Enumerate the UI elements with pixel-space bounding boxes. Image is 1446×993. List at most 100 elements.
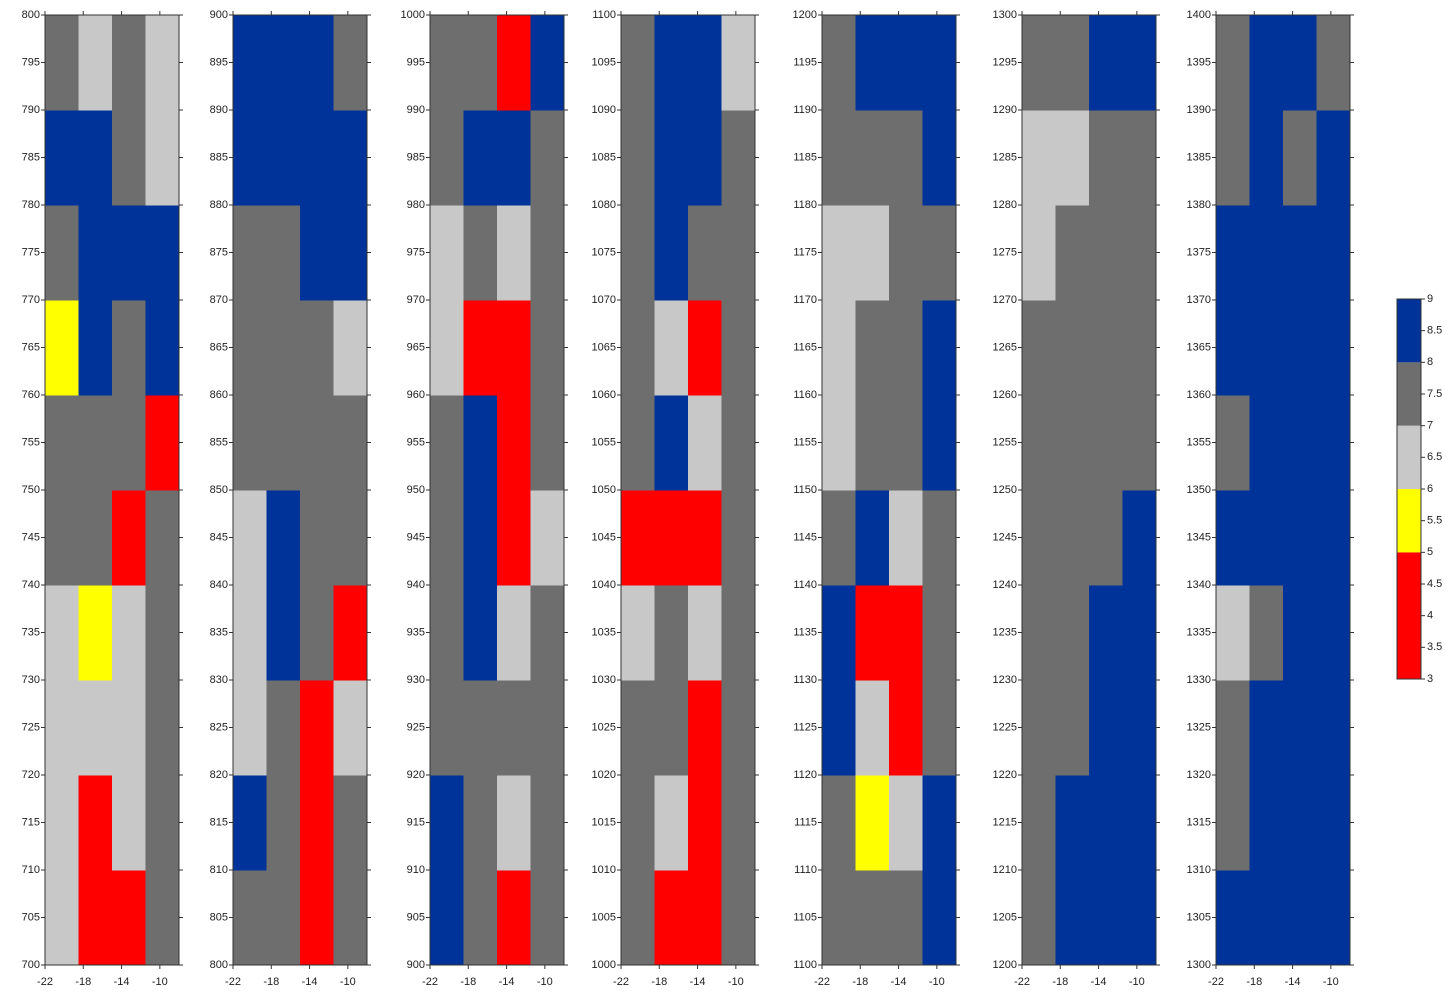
contour-cell xyxy=(531,775,565,871)
x-tick-label: -18 xyxy=(852,976,868,988)
contour-cell xyxy=(923,300,957,396)
y-tick-label: 1330 xyxy=(1187,674,1211,686)
contour-cell xyxy=(1022,585,1056,681)
y-tick-label: 1190 xyxy=(793,104,817,116)
contour-cell xyxy=(1056,300,1090,396)
x-tick-label: -10 xyxy=(340,976,356,988)
contour-cell xyxy=(1022,680,1056,776)
contour-cell xyxy=(1089,300,1123,396)
contour-cell xyxy=(497,300,531,396)
contour-cell xyxy=(146,205,180,301)
contour-cell xyxy=(1317,300,1351,396)
y-tick-label: 1100 xyxy=(592,9,616,21)
y-tick-label: 1390 xyxy=(1187,104,1211,116)
y-tick-label: 1110 xyxy=(794,864,817,876)
y-tick-label: 725 xyxy=(22,721,40,733)
contour-cell xyxy=(430,490,464,586)
contour-cell xyxy=(1056,110,1090,206)
y-tick-label: 1000 xyxy=(401,9,425,21)
contour-cell xyxy=(1216,205,1250,301)
x-tick-label: -14 xyxy=(1285,976,1301,988)
contour-cell xyxy=(722,775,756,871)
contour-cell xyxy=(688,870,722,966)
x-tick-label: -22 xyxy=(1208,976,1224,988)
y-tick-label: 1095 xyxy=(592,56,616,68)
contour-cell xyxy=(1089,15,1123,111)
contour-cell xyxy=(497,870,531,966)
y-tick-label: 1255 xyxy=(993,436,1017,448)
contour-cell xyxy=(1216,585,1250,681)
contour-cell xyxy=(300,680,334,776)
contour-cell xyxy=(267,490,301,586)
y-tick-label: 1135 xyxy=(793,626,817,638)
y-tick-label: 1145 xyxy=(793,531,817,543)
y-tick-label: 1100 xyxy=(793,959,817,971)
contour-cell xyxy=(1283,110,1317,206)
contour-cell xyxy=(889,870,923,966)
contour-cell xyxy=(1250,775,1284,871)
contour-cell xyxy=(1056,680,1090,776)
contour-cell xyxy=(923,775,957,871)
contour-cell xyxy=(856,110,890,206)
contour-cell xyxy=(621,15,655,111)
contour-cell xyxy=(1022,490,1056,586)
y-tick-label: 1015 xyxy=(592,816,616,828)
contour-cell xyxy=(923,490,957,586)
contour-cell xyxy=(497,680,531,776)
y-tick-label: 795 xyxy=(22,56,40,68)
y-tick-label: 1025 xyxy=(592,721,616,733)
x-tick-label: -22 xyxy=(814,976,830,988)
contour-cell xyxy=(45,680,79,776)
y-tick-label: 890 xyxy=(210,104,228,116)
y-tick-label: 755 xyxy=(22,436,40,448)
y-tick-label: 885 xyxy=(210,151,228,163)
contour-cell xyxy=(497,585,531,681)
contour-cell xyxy=(655,680,689,776)
contour-cell xyxy=(300,300,334,396)
contour-cell xyxy=(1089,395,1123,491)
colorbar-tick-label: 3 xyxy=(1427,673,1433,685)
y-tick-label: 1060 xyxy=(592,389,616,401)
contour-cell xyxy=(233,110,267,206)
y-tick-label: 1305 xyxy=(1187,911,1211,923)
contour-cell xyxy=(300,15,334,111)
y-tick-label: 1030 xyxy=(592,674,616,686)
contour-cell xyxy=(923,110,957,206)
y-tick-label: 1275 xyxy=(993,246,1017,258)
contour-cell xyxy=(722,300,756,396)
contour-cell xyxy=(1216,300,1250,396)
x-tick-label: -10 xyxy=(537,976,553,988)
colorbar-band xyxy=(1397,362,1421,425)
contour-cell xyxy=(1123,205,1157,301)
contour-cell xyxy=(722,205,756,301)
x-tick-label: -22 xyxy=(37,976,53,988)
contour-cell xyxy=(45,395,79,491)
contour-cell xyxy=(688,490,722,586)
y-tick-label: 905 xyxy=(407,911,425,923)
x-tick-label: -10 xyxy=(152,976,168,988)
x-tick-label: -22 xyxy=(225,976,241,988)
y-tick-label: 975 xyxy=(407,246,425,258)
contour-cell xyxy=(334,395,368,491)
contour-cell xyxy=(430,395,464,491)
contour-cell xyxy=(531,490,565,586)
contour-cell xyxy=(1123,585,1157,681)
colorbar-tick-label: 6 xyxy=(1427,483,1433,495)
contour-cell xyxy=(464,775,498,871)
colorbar-band xyxy=(1397,489,1421,552)
contour-cell xyxy=(334,300,368,396)
contour-cell xyxy=(621,490,655,586)
contour-cell xyxy=(621,110,655,206)
contour-cell xyxy=(1283,870,1317,966)
contour-cell xyxy=(923,680,957,776)
contour-cell xyxy=(722,15,756,111)
contour-cell xyxy=(621,870,655,966)
contour-cell xyxy=(464,680,498,776)
contour-cell xyxy=(1022,870,1056,966)
contour-cell xyxy=(112,680,146,776)
contour-cell xyxy=(1216,680,1250,776)
y-tick-label: 1000 xyxy=(592,959,616,971)
x-tick-label: -18 xyxy=(263,976,279,988)
contour-cell xyxy=(497,490,531,586)
contour-cell xyxy=(1022,300,1056,396)
